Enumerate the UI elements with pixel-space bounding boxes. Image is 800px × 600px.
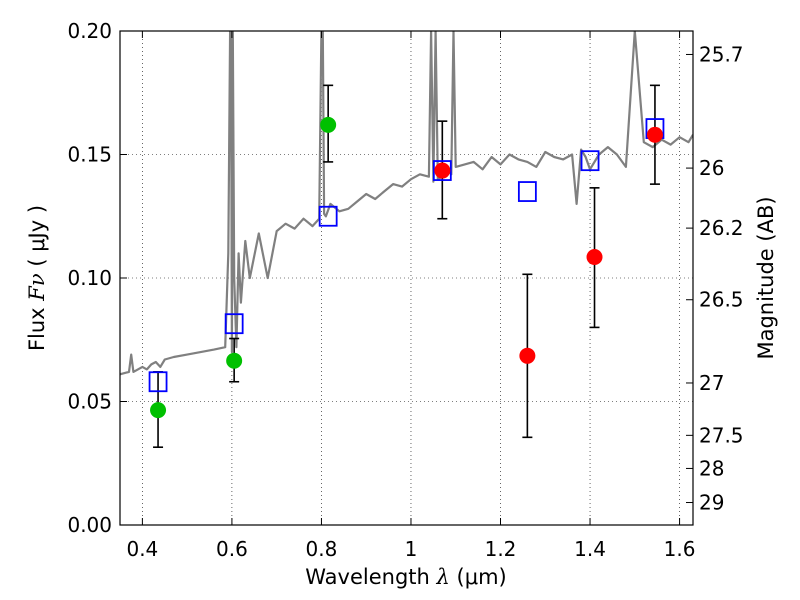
model-square [224, 313, 244, 335]
x-axis-title: Wavelength λ (μm) [305, 565, 506, 589]
magnitude-axis-ticks: 25.7 26 26.2 26.5 27 27.5 28 29 [686, 42, 744, 515]
magnitude-axis-title: Magnitude (AB) [754, 196, 778, 359]
x-tick-label: 1.6 [664, 537, 696, 561]
spectrum-layer [120, 31, 693, 376]
green-data-point [150, 402, 167, 419]
model-square [318, 205, 338, 227]
magnitude-tick-label: 26 [699, 156, 724, 180]
x-tick-label: 1.4 [574, 537, 606, 561]
magnitude-tick-label: 26.5 [699, 288, 744, 312]
y-tick-label: 0.15 [67, 143, 112, 167]
y-axis-ticks: 0.00 0.05 0.10 0.15 0.20 [67, 19, 127, 537]
magnitude-tick-label: 26.2 [699, 216, 744, 240]
magnitude-tick-label: 25.7 [699, 42, 744, 66]
red-data-point [519, 347, 536, 364]
x-tick-label: 0.6 [216, 537, 248, 561]
x-tick-label: 1.2 [485, 537, 517, 561]
red-data-point [434, 162, 451, 179]
red-data-point [586, 249, 603, 266]
y-tick-label: 0.05 [67, 390, 112, 414]
y-tick-label: 0.10 [67, 266, 112, 290]
model-square [580, 150, 600, 172]
data-points [150, 116, 663, 419]
green-data-point [320, 116, 337, 133]
magnitude-tick-label: 29 [699, 491, 724, 515]
plot-area [120, 31, 693, 525]
model-square [517, 181, 537, 202]
spectrum-line [120, 31, 693, 376]
red-data-point [646, 126, 663, 143]
model-square [432, 160, 452, 181]
magnitude-tick-label: 27 [699, 371, 724, 395]
model-square [148, 371, 168, 393]
x-axis-ticks: 0.4 0.6 0.8 1 1.2 1.4 1.6 [126, 31, 695, 561]
y-tick-label: 0.20 [67, 19, 112, 43]
x-tick-label: 0.4 [126, 537, 158, 561]
x-tick-label: 0.8 [306, 537, 338, 561]
model-squares [148, 118, 665, 393]
magnitude-tick-label: 27.5 [699, 423, 744, 447]
y-tick-label: 0.00 [67, 513, 112, 537]
magnitude-tick-label: 28 [699, 456, 724, 480]
green-data-point [226, 352, 243, 369]
x-tick-label: 1 [405, 537, 418, 561]
y-axis-title: Flux Fν ( μJy ) [25, 205, 49, 351]
